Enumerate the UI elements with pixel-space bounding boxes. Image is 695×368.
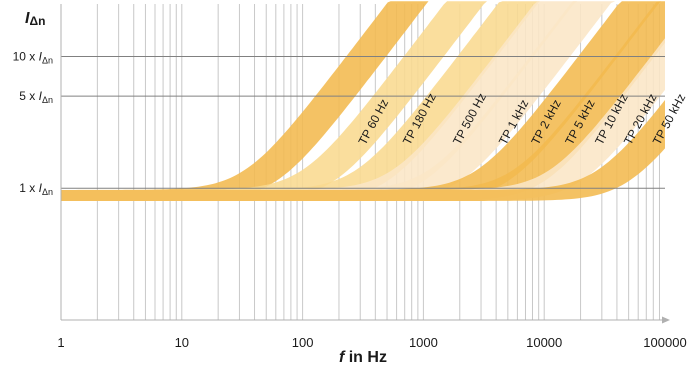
tolerance-bands bbox=[61, 1, 665, 202]
x-tick-label: 10 bbox=[175, 335, 189, 350]
x-tick-label: 1000 bbox=[409, 335, 438, 350]
axes bbox=[60, 4, 670, 324]
x-tick-label: 100 bbox=[292, 335, 314, 350]
y-tick-label: 5 x IΔn bbox=[19, 89, 53, 105]
band-tp-50-khz bbox=[61, 100, 665, 201]
reference-lines bbox=[61, 55, 665, 189]
y-tick-label: 10 x IΔn bbox=[13, 49, 53, 65]
x-tick-label: 10000 bbox=[526, 335, 562, 350]
band-tp-5-khz bbox=[61, 1, 665, 202]
band-tp-60-hz bbox=[61, 1, 470, 202]
x-axis-label: f in Hz bbox=[339, 349, 387, 366]
x-axis-arrow bbox=[662, 316, 670, 324]
band-tp-180-hz bbox=[61, 1, 527, 202]
y-axis-label: IΔn bbox=[25, 10, 45, 28]
x-tick-label: 100000 bbox=[643, 335, 686, 350]
y-tick-label: 1 x IΔn bbox=[19, 181, 53, 197]
band-tp-2-khz bbox=[61, 1, 654, 202]
x-tick-label: 1 bbox=[57, 335, 64, 350]
axis-text: 1 10 100 1000 10000 100000 1 x IΔn 5 x IΔn 10 x … bbox=[13, 10, 687, 366]
